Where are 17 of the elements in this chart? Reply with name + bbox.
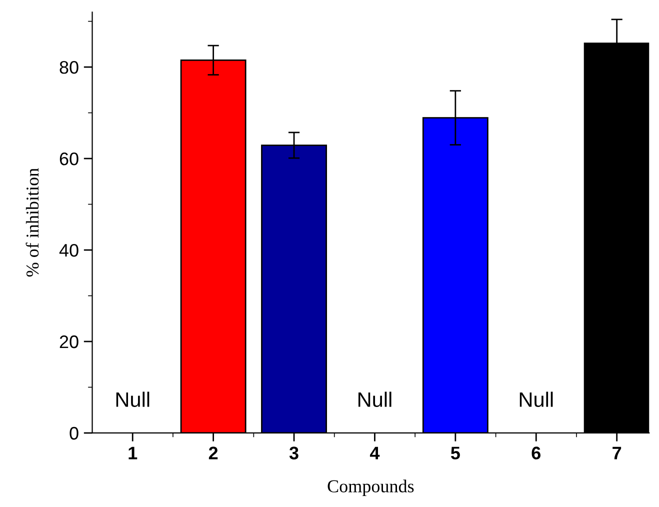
x-tick-label: 1 — [128, 446, 138, 460]
y-tick-label: 0 — [70, 426, 78, 440]
x-tick-label: 2 — [208, 446, 218, 460]
y-tick-label: 40 — [59, 244, 78, 257]
annotation: Null — [116, 392, 150, 408]
x-tick-label: 6 — [532, 446, 540, 460]
x-tick-label: 7 — [612, 446, 622, 460]
annotation: Null — [520, 392, 553, 408]
y-tick-label: 80 — [60, 60, 78, 74]
y-axis-title: % of inhibition — [26, 168, 39, 277]
x-tick-label: 5 — [450, 446, 460, 460]
y-tick-label: 60 — [60, 152, 78, 166]
x-axis-title: Compounds — [328, 480, 414, 496]
y-tick-label: 20 — [60, 335, 78, 348]
x-tick-label: 4 — [370, 446, 380, 460]
x-tick-label: 3 — [289, 446, 298, 460]
annotation: Null — [358, 392, 392, 408]
